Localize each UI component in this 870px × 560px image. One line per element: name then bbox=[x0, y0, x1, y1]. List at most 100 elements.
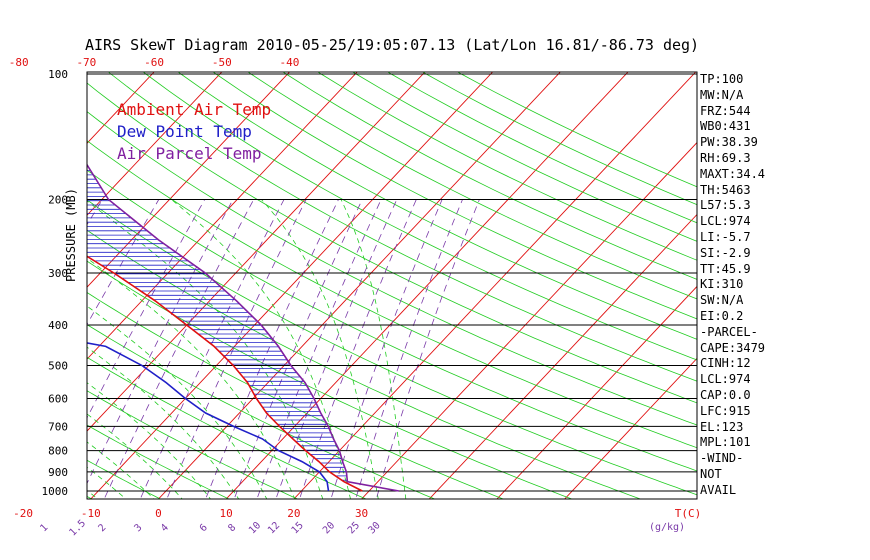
dry-adiabat-line bbox=[107, 72, 697, 382]
dry-adiabat-line bbox=[317, 72, 697, 261]
top-temp-tick-label: -70 bbox=[76, 56, 96, 69]
isotherm-line bbox=[87, 72, 155, 144]
dry-adiabat-line bbox=[0, 34, 40, 509]
top-temp-tick-label: -80 bbox=[9, 56, 29, 69]
legend-ambient-air-temp: Ambient Air Temp bbox=[117, 100, 272, 119]
mixing-ratio-line bbox=[0, 200, 63, 509]
stat-item: NOT bbox=[700, 466, 722, 481]
moist-adiabat-line bbox=[87, 489, 99, 499]
pressure-tick-label: 400 bbox=[48, 319, 68, 332]
stat-item: TT:45.9 bbox=[700, 261, 751, 276]
stat-item: RH:69.3 bbox=[700, 150, 751, 165]
dewpoint-profile-line bbox=[87, 342, 330, 492]
moist-adiabat-line bbox=[87, 441, 155, 499]
moist-adiabat-line bbox=[87, 413, 183, 499]
y-axis-label: PRESSURE (MB) bbox=[64, 188, 78, 282]
stat-item: TH:5463 bbox=[700, 182, 751, 197]
mixing-ratio-line bbox=[330, 199, 443, 499]
stat-item: EI:0.2 bbox=[700, 308, 744, 323]
dry-adiabat-line bbox=[247, 72, 697, 300]
dry-adiabat-line bbox=[352, 72, 697, 242]
pressure-tick-label: 1000 bbox=[42, 485, 69, 498]
moist-adiabat-line bbox=[87, 200, 324, 499]
mixing-ratio-unit-label: (g/kg) bbox=[649, 522, 685, 533]
bottom-temp-tick-label: 30 bbox=[355, 507, 368, 520]
stat-item: -PARCEL- bbox=[700, 324, 758, 339]
dry-adiabat-line bbox=[421, 72, 697, 206]
legend-air-parcel-temp: Air Parcel Temp bbox=[117, 144, 262, 163]
pressure-tick-label: 500 bbox=[48, 359, 68, 372]
dry-adiabat-line bbox=[87, 82, 697, 404]
isotherm-line bbox=[293, 72, 697, 499]
dry-adiabat-line bbox=[282, 72, 697, 280]
isotherm-line bbox=[428, 213, 697, 499]
dry-adiabat-line bbox=[87, 169, 697, 472]
mixing-ratio-label: 10 bbox=[247, 520, 263, 536]
temperature-profile-line bbox=[87, 255, 363, 492]
moist-adiabat-line bbox=[87, 257, 296, 499]
mixing-ratio-line bbox=[375, 199, 480, 499]
parcel-profile-line bbox=[87, 163, 400, 492]
mixing-ratio-label: 2 bbox=[96, 522, 108, 534]
mixing-ratio-label: 3 bbox=[132, 522, 144, 534]
stat-item: EL:123 bbox=[700, 419, 744, 434]
pressure-tick-label: 800 bbox=[48, 445, 68, 458]
moist-adiabat-line bbox=[261, 199, 379, 499]
mixing-ratio-label: 12 bbox=[266, 520, 282, 536]
isotherm-line bbox=[496, 285, 697, 499]
mixing-ratio-line bbox=[205, 199, 339, 499]
stat-item: L57:5.3 bbox=[700, 198, 751, 213]
isotherm-line bbox=[564, 357, 697, 499]
top-temp-tick-label: -50 bbox=[212, 56, 232, 69]
pressure-tick-label: 900 bbox=[48, 466, 68, 479]
mixing-ratio-label: 15 bbox=[290, 520, 306, 536]
bottom-temp-tick-label: -20 bbox=[13, 507, 33, 520]
mixing-ratio-line bbox=[299, 199, 417, 499]
mixing-ratio-label: 25 bbox=[346, 520, 362, 536]
stat-item: WB0:431 bbox=[700, 119, 751, 134]
mixing-ratio-label: 8 bbox=[226, 522, 238, 534]
stat-item: AVAIL bbox=[700, 482, 737, 497]
bottom-temp-tick-label: 10 bbox=[220, 507, 233, 520]
pressure-tick-label: 300 bbox=[48, 267, 68, 280]
plot-frame bbox=[86, 71, 698, 500]
mixing-ratio-line bbox=[87, 199, 206, 419]
stat-item: LI:-5.7 bbox=[700, 229, 751, 244]
stat-item: -WIND- bbox=[700, 451, 744, 466]
stat-item: SI:-2.9 bbox=[700, 245, 751, 260]
dry-adiabat-line bbox=[87, 199, 697, 496]
stat-item: FRZ:544 bbox=[700, 103, 751, 118]
isotherm-line bbox=[360, 141, 697, 499]
isotherm-line bbox=[90, 72, 494, 499]
dry-adiabat-line bbox=[142, 72, 697, 361]
mixing-ratio-line bbox=[87, 199, 160, 326]
moist-adiabat-line bbox=[0, 200, 55, 509]
stat-item: MPL:101 bbox=[700, 435, 751, 450]
isotherm-line bbox=[225, 72, 629, 499]
pressure-tick-label: 100 bbox=[48, 68, 68, 81]
mixing-ratio-line bbox=[166, 199, 307, 499]
moist-adiabat-line bbox=[87, 382, 211, 499]
mixing-ratio-line bbox=[275, 199, 398, 499]
dry-adiabat-line bbox=[87, 260, 573, 499]
stat-item: LCL:974 bbox=[700, 372, 751, 387]
stat-item: KI:310 bbox=[700, 277, 744, 292]
isotherm-line bbox=[87, 72, 358, 360]
bottom-temp-tick-label: -10 bbox=[81, 507, 101, 520]
legend-dew-point-temp: Dew Point Temp bbox=[117, 122, 252, 141]
mixing-ratio-label: 1.5 bbox=[68, 518, 89, 539]
stat-item: CAPE:3479 bbox=[700, 340, 766, 355]
bottom-temp-unit-label: T(C) bbox=[675, 507, 702, 520]
mixing-ratio-label: 20 bbox=[321, 520, 337, 536]
isotherm-line bbox=[157, 72, 561, 499]
dry-adiabat-line bbox=[87, 459, 162, 499]
isotherm-line bbox=[0, 34, 55, 509]
pressure-tick-label: 700 bbox=[48, 420, 68, 433]
mixing-ratio-line bbox=[103, 199, 255, 499]
dry-adiabat-line bbox=[87, 292, 505, 499]
moist-adiabat-line bbox=[87, 466, 127, 499]
mixing-ratio-line bbox=[256, 199, 382, 499]
mixing-ratio-line bbox=[87, 199, 234, 485]
top-temp-tick-label: -40 bbox=[280, 56, 300, 69]
